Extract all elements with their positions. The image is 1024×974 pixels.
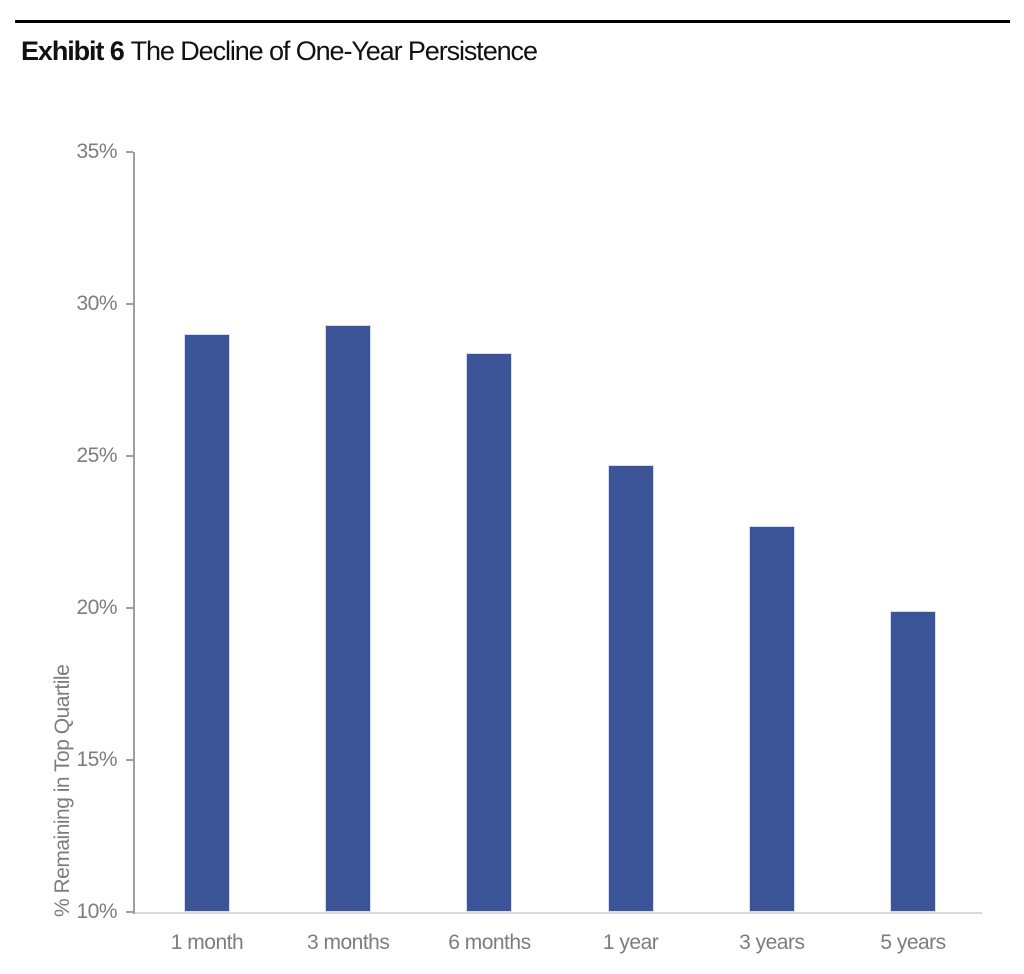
y-axis-line	[133, 152, 135, 914]
bar	[466, 352, 513, 912]
header-rule	[15, 20, 1010, 23]
bar	[607, 465, 654, 912]
bar	[325, 325, 372, 912]
y-tick-label: 20%	[76, 596, 117, 619]
x-category-label: 5 years	[880, 931, 946, 954]
y-tick-label: 30%	[76, 292, 117, 315]
y-tick	[126, 455, 133, 457]
y-tick	[126, 911, 133, 913]
y-tick-label: 25%	[76, 444, 117, 467]
exhibit-number-label: Exhibit 6	[21, 36, 125, 66]
y-axis-title: % Remaining in Top Quartile	[51, 664, 74, 917]
x-category-label: 1 month	[170, 931, 244, 954]
y-tick-label: 15%	[76, 748, 117, 771]
y-tick	[126, 151, 133, 153]
x-category-label: 3 months	[306, 931, 390, 954]
y-tick	[126, 759, 133, 761]
y-tick	[126, 607, 133, 609]
x-category-label: 1 year	[602, 931, 659, 954]
bar	[748, 525, 795, 912]
x-category-label: 6 months	[448, 931, 531, 954]
bar	[184, 334, 230, 912]
bar	[890, 611, 936, 912]
x-category-label: 3 years	[739, 931, 805, 954]
y-tick	[126, 303, 133, 305]
y-tick-label: 35%	[76, 140, 117, 163]
x-axis-baseline	[135, 912, 982, 914]
y-tick-label: 10%	[76, 900, 117, 923]
page-title: Exhibit 6 The Decline of One-Year Persist…	[21, 36, 538, 67]
exhibit-title-text: The Decline of One-Year Persistence	[130, 36, 538, 66]
